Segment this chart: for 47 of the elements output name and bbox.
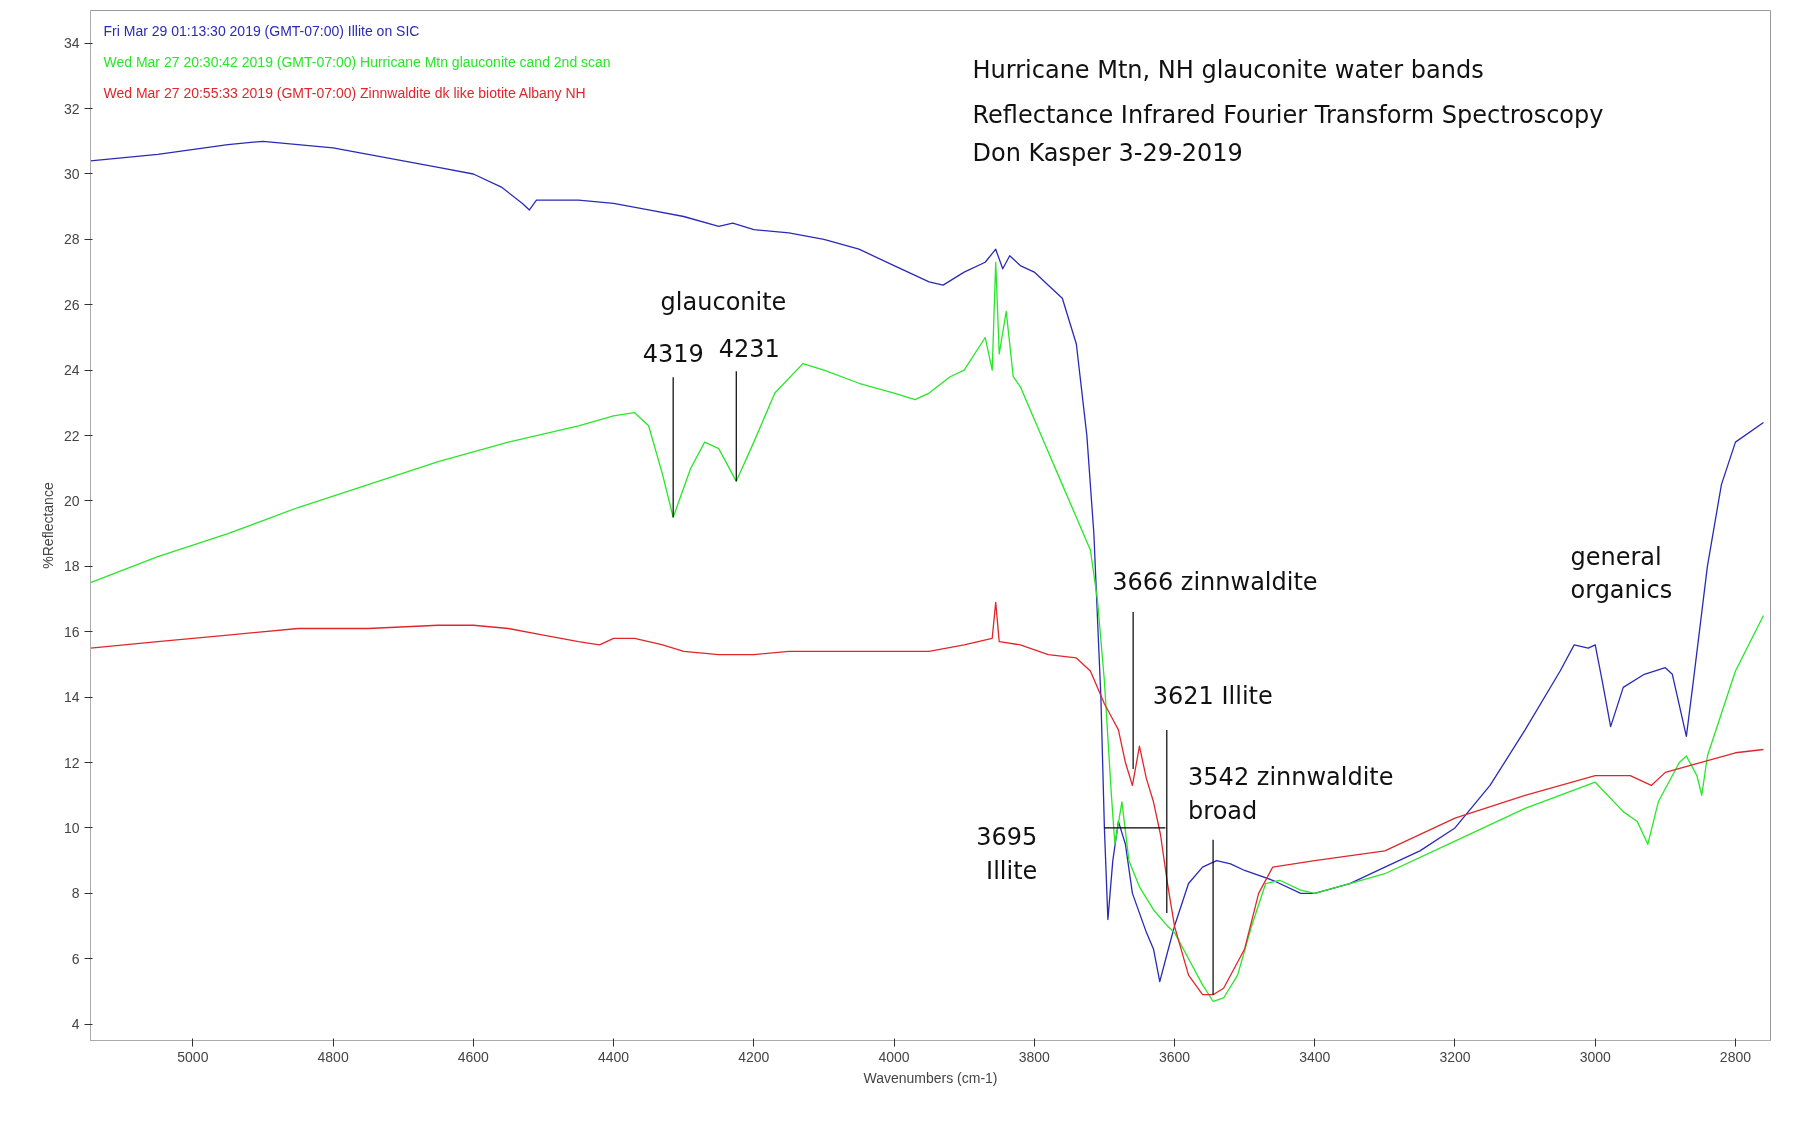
y-axis-title: %Reflectance	[39, 482, 56, 569]
annotation: 3695 Illite	[976, 823, 1038, 885]
x-tick-label: 3200	[1439, 1048, 1471, 1065]
line-series	[90, 140, 1765, 983]
text: Hurricane Mtn, NH glauconite water bands	[972, 55, 1484, 84]
x-tick-label: 5000	[177, 1048, 209, 1065]
y-tick-label: 10	[63, 819, 80, 836]
y-tick-label: 22	[63, 427, 80, 444]
annotation: 3542 zinnwaldite broad	[1188, 763, 1394, 825]
annotation: 3666 zinnwaldite	[1112, 568, 1318, 597]
line-series	[90, 601, 1765, 996]
annotation: Don Kasper 3-29-2019	[972, 138, 1243, 167]
y-tick-label: 12	[63, 754, 80, 771]
y-tick-label: 28	[63, 231, 80, 248]
y-tick-label: 18	[63, 558, 80, 575]
y-tick-label: 30	[63, 165, 80, 182]
y-tick-label: 34	[63, 35, 80, 52]
x-tick-label: 4600	[457, 1048, 490, 1065]
y-tick-label: 24	[63, 362, 80, 379]
text: Fri Mar 29 01:13:30 2019 (GMT-07:00) Illite on SIC	[103, 22, 420, 39]
annotation: 3621 Illite	[1152, 681, 1273, 710]
annotation: general organics	[1570, 542, 1673, 605]
x-tick-label: 3000	[1579, 1048, 1611, 1065]
y-tick-label: 8	[71, 885, 80, 902]
y-tick-label: 6	[71, 950, 80, 967]
text: Reflectance Infrared Fourier Transform Spectroscopy	[972, 100, 1604, 129]
y-tick-label: 20	[63, 492, 80, 509]
x-tick-label: 3400	[1299, 1048, 1331, 1065]
x-tick-label: 4400	[598, 1048, 630, 1065]
annotation: glauconite	[660, 287, 787, 316]
y-tick-label: 14	[63, 689, 80, 706]
annotation: 4231	[718, 335, 780, 364]
y-tick-label: 4	[71, 1016, 80, 1033]
x-tick-label: 4000	[878, 1048, 910, 1065]
x-tick-label: 4200	[738, 1048, 770, 1065]
y-tick-label: 16	[63, 623, 80, 640]
x-tick-label: 3600	[1158, 1048, 1191, 1065]
text: Wed Mar 27 20:55:33 2019 (GMT-07:00) Zinnwaldite dk like biotite Albany NH	[103, 84, 586, 101]
x-tick-label: 2800	[1719, 1048, 1752, 1065]
line-series	[90, 261, 1765, 1002]
y-tick-label: 26	[63, 296, 80, 313]
text: Wed Mar 27 20:30:42 2019 (GMT-07:00) Hurricane Mtn glauconite cand 2nd scan	[103, 53, 611, 70]
y-tick-label: 32	[63, 100, 80, 117]
x-tick-label: 3800	[1018, 1048, 1051, 1065]
x-tick-label: 4800	[317, 1048, 349, 1065]
x-axis-title: Wavenumbers (cm-1)	[863, 1069, 998, 1086]
annotation: 4319	[642, 340, 704, 369]
